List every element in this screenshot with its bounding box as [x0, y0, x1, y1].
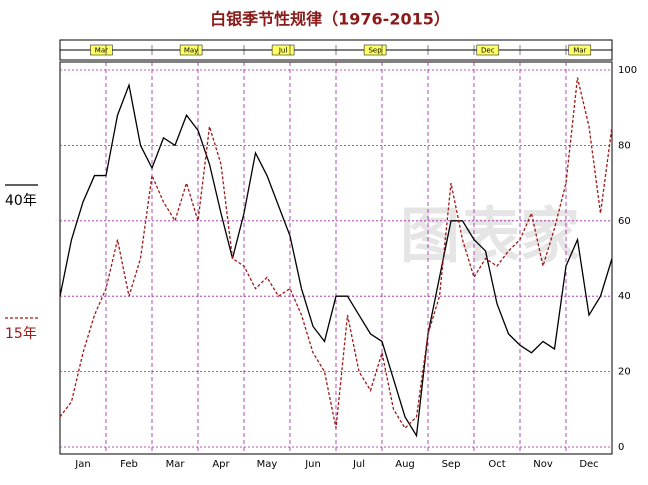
x-tick-label: Mar [166, 459, 186, 470]
chart-title: 白银季节性规律（1976-2015） [210, 10, 450, 29]
strip-box [179, 44, 203, 56]
y-tick-label: 60 [618, 216, 631, 227]
x-tick-label: Sep [442, 459, 461, 470]
strip-label: Mar [573, 47, 586, 55]
strip-box [476, 44, 500, 56]
x-tick-label: Nov [533, 459, 553, 470]
x-tick-label: Feb [120, 459, 138, 470]
y-tick-label: 40 [618, 291, 631, 302]
x-tick-label: Apr [212, 459, 230, 470]
x-tick-label: Oct [488, 459, 505, 470]
strip-box [363, 44, 387, 56]
y-tick-label: 20 [618, 367, 631, 378]
strip-label: Dec [481, 47, 495, 55]
x-tick-label: May [257, 459, 278, 470]
watermark: 图表家 [400, 202, 580, 272]
y-tick-label: 100 [618, 65, 637, 76]
strip-label: Jul [278, 47, 288, 55]
y-tick-label: 80 [618, 140, 631, 151]
x-tick-label: Aug [395, 459, 415, 470]
series-line [59, 77, 613, 430]
strip-box [90, 44, 113, 56]
strip-label: May [184, 47, 198, 55]
strip-label: Sep [368, 47, 382, 55]
x-tick-label: Jul [352, 459, 365, 470]
series-line [59, 82, 613, 438]
legend-label: 15年 [5, 326, 37, 342]
x-tick-label: Dec [579, 459, 598, 470]
x-tick-label: Jan [74, 459, 90, 470]
legend-label: 40年 [5, 193, 37, 209]
strip-box [568, 44, 592, 56]
strip-label: Mar [95, 47, 108, 55]
x-tick-label: Jun [304, 459, 321, 470]
y-tick-label: 0 [618, 442, 624, 453]
strip-box [271, 44, 295, 56]
